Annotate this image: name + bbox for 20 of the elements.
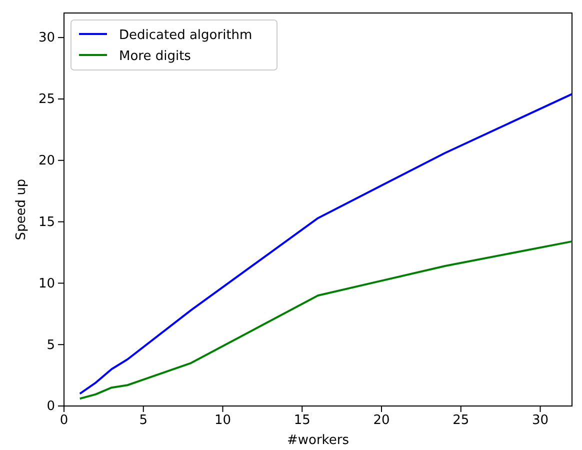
y-tick-label: 30 bbox=[38, 30, 55, 46]
y-tick-label: 5 bbox=[46, 338, 55, 353]
x-tick-label: 0 bbox=[60, 413, 68, 428]
x-tick-label: 15 bbox=[294, 413, 310, 428]
y-tick-label: 25 bbox=[38, 92, 55, 108]
line-series bbox=[78, 240, 573, 400]
x-tick-label: 5 bbox=[139, 413, 148, 428]
x-tick-label: 25 bbox=[452, 413, 470, 428]
x-tick-label: 10 bbox=[214, 413, 232, 428]
y-axis-title: Speed up bbox=[14, 178, 29, 240]
legend-label: More digits bbox=[119, 49, 192, 64]
x-tick-label: 20 bbox=[373, 413, 390, 428]
y-tick-label: 15 bbox=[38, 214, 55, 230]
line-series bbox=[78, 93, 573, 395]
y-tick-label: 20 bbox=[38, 154, 55, 169]
y-tick-label: 10 bbox=[38, 276, 55, 292]
y-tick-label: 0 bbox=[46, 399, 55, 414]
x-axis-title: #workers bbox=[286, 433, 350, 448]
legend-label: Dedicated algorithm bbox=[119, 28, 252, 43]
x-tick-label: 30 bbox=[532, 413, 549, 428]
